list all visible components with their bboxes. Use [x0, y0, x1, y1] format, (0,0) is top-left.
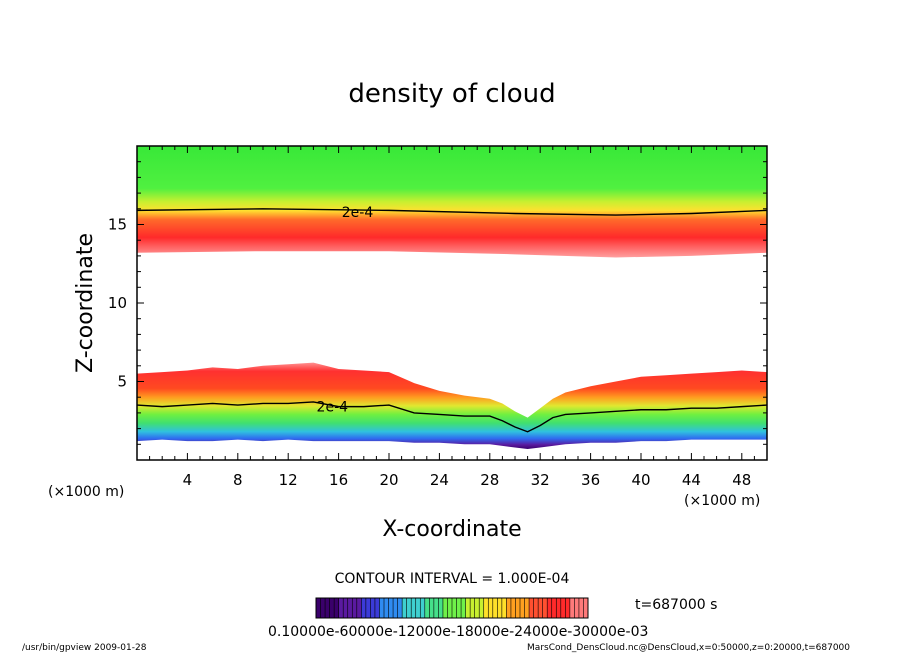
colorbar-cell [447, 598, 453, 618]
colorbar-cell [420, 598, 426, 618]
colorbar-cell [456, 598, 462, 618]
colorbar-cell [325, 598, 331, 618]
colorbar-cell [370, 598, 376, 618]
x-tick-label: 44 [682, 471, 701, 489]
colorbar-cell [565, 598, 571, 618]
colorbar-cell [397, 598, 403, 618]
colorbar-cell [574, 598, 580, 618]
x-tick-label: 4 [183, 471, 193, 489]
plot-area [137, 146, 767, 450]
colorbar-cell [492, 598, 498, 618]
contour-labels: 2e-4 2e-4 [317, 205, 374, 416]
x-tick-label: 20 [379, 471, 398, 489]
colorbar-cell [569, 598, 575, 618]
colorbar-cell [338, 598, 344, 618]
colorbar-cell [347, 598, 353, 618]
colorbar-cell [433, 598, 439, 618]
colorbar-cell [343, 598, 349, 618]
colorbar-cell [334, 598, 340, 618]
colorbar-cell [547, 598, 553, 618]
y-tick-label: 15 [108, 216, 127, 234]
upper-contour-line [137, 208, 767, 216]
colorbar-cell [520, 598, 526, 618]
colorbar-cell [452, 598, 458, 618]
y-tick-label: 5 [117, 373, 127, 391]
colorbar-cell [515, 598, 521, 618]
contour-label: 2e-4 [317, 400, 349, 416]
colorbar-cell [578, 598, 584, 618]
colorbar-cell [379, 598, 385, 618]
colorbar-cell [583, 598, 589, 618]
x-axis-title: X-coordinate [382, 517, 521, 542]
colorbar [315, 598, 589, 618]
colorbar-cell [424, 598, 430, 618]
colorbar-cell [479, 598, 485, 618]
x-tick-label: 12 [279, 471, 298, 489]
colorbar-cell [384, 598, 390, 618]
colorbar-cell [542, 598, 548, 618]
colorbar-cell [483, 598, 489, 618]
lower-cloud-layer [137, 362, 767, 450]
colorbar-cell [356, 598, 362, 618]
x-tick-label: 32 [531, 471, 550, 489]
colorbar-cell [320, 598, 326, 618]
colorbar-cell [352, 598, 358, 618]
x-unit-right: (×1000 m) [684, 493, 760, 509]
colorbar-cell [470, 598, 476, 618]
colorbar-cell [316, 598, 322, 618]
colorbar-frame [315, 597, 589, 619]
colorbar-cell [524, 598, 530, 618]
colorbar-cell [365, 598, 371, 618]
x-tick-label: 16 [329, 471, 348, 489]
colorbar-cell [429, 598, 435, 618]
colorbar-cell [488, 598, 494, 618]
colorbar-cell [533, 598, 539, 618]
footer-right: MarsCond_DensCloud.nc@DensCloud,x=0:5000… [527, 643, 850, 653]
colorbar-cell [415, 598, 421, 618]
upper-cloud-layer [137, 146, 767, 258]
colorbar-cell [551, 598, 557, 618]
colorbar-cell [560, 598, 566, 618]
colorbar-cell [461, 598, 467, 618]
x-unit-left: (×1000 m) [48, 484, 124, 500]
lower-contour-line [137, 401, 767, 433]
x-axis: 4 8 12 16 20 24 28 32 36 40 44 48 [149, 146, 755, 489]
x-tick-label: 48 [732, 471, 751, 489]
colorbar-cell [393, 598, 399, 618]
colorbar-cell [506, 598, 512, 618]
x-tick-label: 8 [233, 471, 243, 489]
chart-title: density of cloud [348, 79, 555, 109]
colorbar-cell [402, 598, 408, 618]
colorbar-cell [361, 598, 367, 618]
colorbar-cell [329, 598, 335, 618]
contour-label: 2e-4 [342, 205, 374, 221]
colorbar-cell [556, 598, 562, 618]
colorbar-cell [411, 598, 417, 618]
colorbar-cell [465, 598, 471, 618]
colorbar-cell [406, 598, 412, 618]
colorbar-cell [501, 598, 507, 618]
colorbar-cell [538, 598, 544, 618]
colorbar-labels: 0.10000e-60000e-12000e-18000e-24000e-300… [268, 624, 648, 640]
footer-left: /usr/bin/gpview 2009-01-28 [22, 643, 147, 653]
x-tick-label: 28 [480, 471, 499, 489]
x-tick-label: 40 [631, 471, 650, 489]
y-tick-label: 10 [108, 294, 127, 312]
colorbar-cell [374, 598, 380, 618]
colorbar-cell [442, 598, 448, 618]
colorbar-cell [474, 598, 480, 618]
y-axis: 5 10 15 [108, 161, 767, 445]
x-tick-label: 24 [430, 471, 449, 489]
colorbar-cell [388, 598, 394, 618]
contour-interval-label: CONTOUR INTERVAL = 1.000E-04 [335, 571, 570, 587]
x-tick-label: 36 [581, 471, 600, 489]
colorbar-cell [438, 598, 444, 618]
colorbar-cell [529, 598, 535, 618]
time-label: t=687000 s [635, 597, 717, 613]
colorbar-cell [510, 598, 516, 618]
y-axis-title: Z-coordinate [73, 233, 98, 373]
colorbar-cell [497, 598, 503, 618]
